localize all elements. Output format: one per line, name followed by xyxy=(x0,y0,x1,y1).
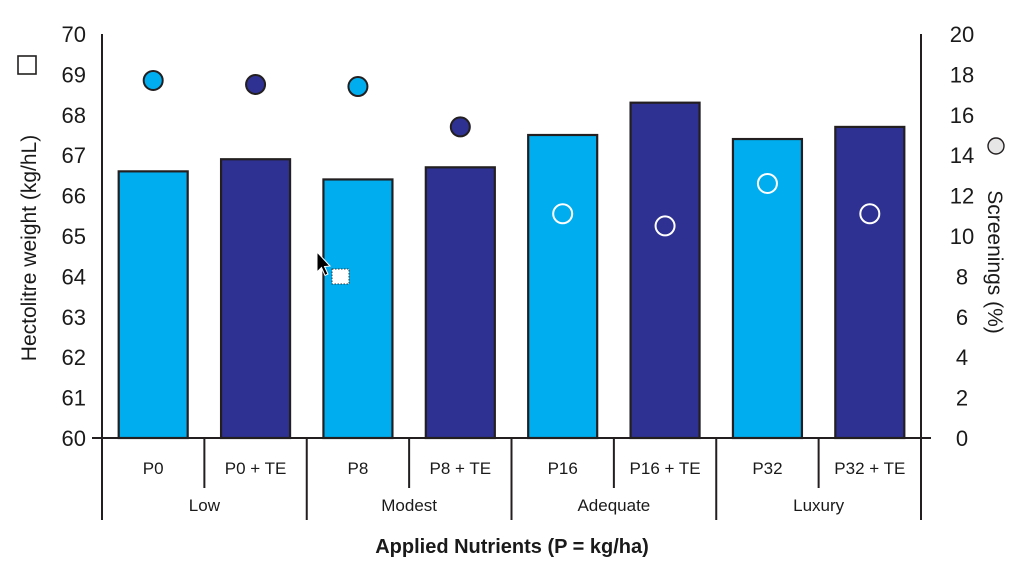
y2-tick-label: 14 xyxy=(950,143,974,168)
y2-tick-label: 2 xyxy=(956,386,968,411)
bar-p32 xyxy=(731,137,804,440)
x-tick-label: P8 xyxy=(348,459,369,478)
y-tick-label: 64 xyxy=(62,264,86,289)
y2-tick-label: 6 xyxy=(956,305,968,330)
x-axis-title: Applied Nutrients (P = kg/ha) xyxy=(375,536,649,558)
category-labels-layer: P0 P0 + TE P8 P8 + TE P16 P16 + TE P32 P32 + TE… xyxy=(143,459,906,515)
y2-tick-label: 18 xyxy=(950,62,974,87)
screenings-point xyxy=(142,69,164,91)
group-label: Modest xyxy=(381,496,437,515)
y2-axis-title: Screenings (%) xyxy=(983,190,1006,334)
axes-layer xyxy=(92,34,931,520)
y-axis-title-group: Hectolitre weight (kg/hL) xyxy=(18,135,41,361)
screenings-point xyxy=(449,116,471,138)
bar-p16-tete xyxy=(629,101,701,440)
screenings-legend-symbol-icon xyxy=(987,137,1005,155)
screenings-point xyxy=(654,215,676,237)
y2-tick-label: 0 xyxy=(956,426,968,451)
y2-axis-title-group: Screenings (%) xyxy=(983,190,1006,334)
bar-p0 xyxy=(117,170,189,440)
x-tick-label: P0 xyxy=(143,459,164,478)
y-tick-label: 63 xyxy=(62,305,86,330)
y-axis-title: Hectolitre weight (kg/hL) xyxy=(18,135,41,361)
mouse-cursor-icon xyxy=(316,250,332,277)
x-tick-label: P8 + TE xyxy=(430,459,492,478)
y2-tick-label: 10 xyxy=(950,224,974,249)
points-layer xyxy=(142,69,881,237)
y-tick-label: 61 xyxy=(62,386,86,411)
screenings-point xyxy=(859,203,881,225)
y-tick-label: 62 xyxy=(62,345,86,370)
y-tick-label: 70 xyxy=(62,22,86,47)
y-tick-label: 67 xyxy=(62,143,86,168)
drag-selection-box xyxy=(331,268,350,285)
x-tick-label: P16 xyxy=(548,459,578,478)
y-tick-label: 68 xyxy=(62,103,86,128)
screenings-point xyxy=(347,76,369,98)
screenings-point xyxy=(552,203,574,225)
bar-p8 xyxy=(322,178,394,440)
bars-layer xyxy=(117,101,906,440)
y2-tick-label: 4 xyxy=(956,345,968,370)
y-tick-label: 66 xyxy=(62,184,86,209)
x-tick-label: P16 + TE xyxy=(630,459,701,478)
y2-tick-label: 12 xyxy=(950,184,974,209)
screenings-point xyxy=(756,172,778,194)
x-tick-label: P32 xyxy=(752,459,782,478)
x-tick-label: P32 + TE xyxy=(834,459,905,478)
bar-p16 xyxy=(527,133,599,440)
y2-tick-label: 20 xyxy=(950,22,974,47)
group-label: Luxury xyxy=(793,496,845,515)
group-label: Low xyxy=(189,496,221,515)
bar-p0-tete xyxy=(219,158,292,440)
y-tick-label: 69 xyxy=(62,62,86,87)
bar-p8-tete xyxy=(424,166,496,440)
bar-p32-tete xyxy=(834,125,906,440)
group-label: Adequate xyxy=(577,496,650,515)
bar-legend-symbol-icon xyxy=(17,55,37,75)
y2-tick-label: 8 xyxy=(956,264,968,289)
screenings-point xyxy=(245,74,267,95)
y-tick-label: 65 xyxy=(62,224,86,249)
x-tick-label: P0 + TE xyxy=(225,459,287,478)
y2-tick-label: 16 xyxy=(950,103,974,128)
y-tick-label: 60 xyxy=(62,426,86,451)
